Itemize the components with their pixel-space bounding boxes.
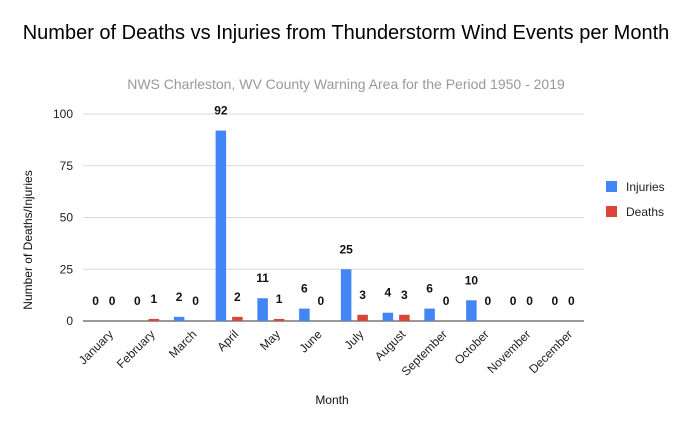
data-label: 2	[176, 290, 183, 304]
x-tick-label: April	[214, 327, 241, 354]
data-label: 0	[443, 294, 450, 308]
data-label: 6	[426, 282, 433, 296]
x-axis-title: Month	[315, 393, 348, 407]
x-tick-label: November	[484, 327, 533, 376]
x-tick-label: June	[296, 327, 325, 356]
legend: Injuries Deaths	[606, 180, 665, 219]
data-label: 0	[510, 294, 517, 308]
data-label: 0	[552, 294, 559, 308]
legend-swatch-injuries	[606, 181, 617, 192]
data-label: 10	[465, 273, 479, 287]
bar-injuries	[299, 308, 310, 321]
data-label: 92	[214, 104, 228, 118]
data-label: 11	[256, 271, 269, 285]
y-tick-label: 75	[60, 159, 74, 173]
data-label: 1	[276, 292, 283, 306]
bars	[148, 130, 477, 321]
legend-label: Injuries	[626, 180, 665, 194]
x-tick-label: May	[257, 327, 283, 353]
data-label: 2	[234, 290, 241, 304]
data-label: 0	[318, 294, 325, 308]
data-label: 1	[151, 292, 158, 306]
data-label: 3	[359, 288, 366, 302]
x-tick-label: September	[399, 327, 450, 378]
data-label: 0	[134, 294, 141, 308]
x-tick-label: January	[76, 327, 116, 367]
x-tick-label: July	[342, 327, 367, 352]
y-axis-title: Number of Deaths/Injuries	[21, 170, 35, 309]
y-tick-label: 100	[53, 107, 73, 121]
data-label: 3	[401, 288, 408, 302]
y-tick-label: 25	[60, 262, 74, 276]
y-tick-label: 50	[60, 211, 74, 225]
data-label: 0	[192, 294, 199, 308]
data-label: 0	[526, 294, 533, 308]
data-label: 0	[485, 294, 492, 308]
bar-injuries	[340, 269, 352, 321]
x-tick-label: March	[166, 327, 199, 360]
bar-deaths	[357, 314, 368, 321]
bar-injuries	[215, 130, 227, 321]
bar-deaths	[273, 318, 285, 321]
data-label: 6	[301, 282, 308, 296]
bar-deaths	[399, 314, 410, 321]
data-label: 25	[339, 242, 353, 256]
legend-label: Deaths	[626, 205, 664, 219]
bar-injuries	[173, 316, 185, 321]
bar-injuries	[382, 312, 394, 321]
chart-subtitle: NWS Charleston, WV County Warning Area f…	[127, 76, 565, 92]
legend-swatch-deaths	[606, 206, 617, 217]
bar-deaths	[148, 318, 160, 321]
data-label: 0	[568, 294, 575, 308]
data-label: 0	[92, 294, 99, 308]
data-label: 4	[385, 286, 392, 300]
x-tick-label: October	[452, 327, 492, 367]
data-label: 0	[109, 294, 116, 308]
y-tick-label: 0	[66, 314, 73, 328]
bar-injuries	[424, 308, 435, 321]
x-tick-label: December	[526, 327, 575, 376]
chart-title: Number of Deaths vs Injuries from Thunde…	[22, 22, 670, 44]
bar-injuries	[466, 300, 477, 321]
gridlines	[83, 113, 584, 322]
bar-injuries	[257, 298, 268, 321]
x-tick-label: February	[114, 327, 158, 371]
x-tick-label: August	[372, 327, 409, 364]
bar-deaths	[232, 316, 243, 321]
